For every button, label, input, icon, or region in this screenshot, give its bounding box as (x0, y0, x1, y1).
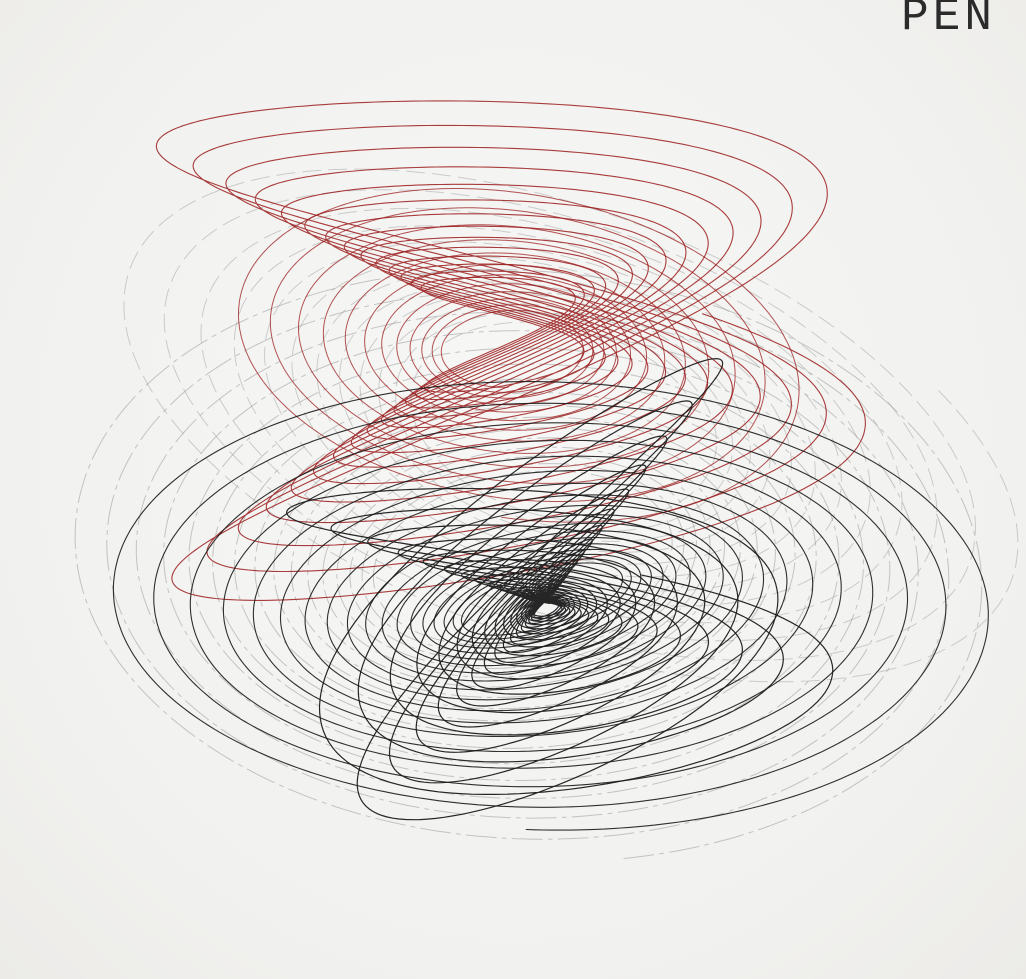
corner-label: PEN (901, 0, 996, 43)
faint-trace (74, 269, 983, 859)
red-trace (238, 188, 800, 523)
faint-trace (123, 168, 1019, 683)
black-trace (285, 357, 834, 821)
red-ink-layer (155, 100, 866, 601)
black-trace (112, 381, 989, 831)
red-trace (155, 100, 866, 601)
faint-outer-layer (74, 168, 1019, 859)
black-ink-layer (112, 357, 989, 831)
